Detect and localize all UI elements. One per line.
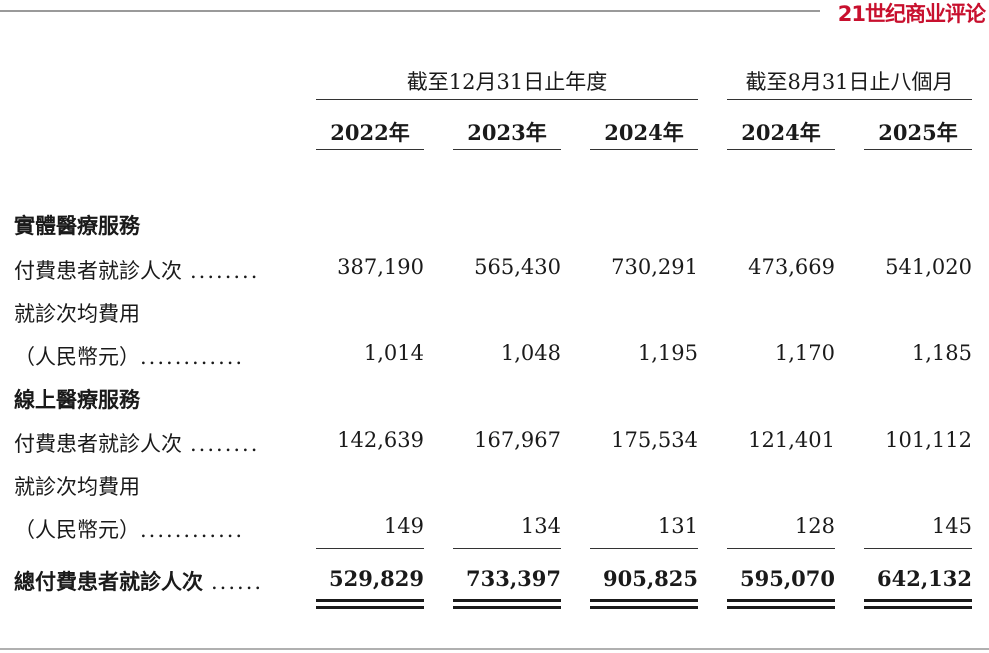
total-double-rule <box>316 606 424 609</box>
row-label-online-visits: 付費患者就診人次........ <box>14 428 259 458</box>
total-double-rule <box>453 606 561 609</box>
cell-offline-visits-2022: 387,190 <box>337 255 424 279</box>
leader-dots: ........ <box>190 432 260 456</box>
subtotal-rule <box>316 548 424 549</box>
cell-offline-avg-2023: 1,048 <box>500 341 561 365</box>
total-double-rule <box>590 599 698 602</box>
cell-total-2024-8m: 595,070 <box>740 566 835 591</box>
cell-total-2022: 529,829 <box>329 566 424 591</box>
row-label-online-avg-fee: 就診次均費用 <box>14 475 140 499</box>
row-label-text: （人民幣元） <box>14 345 140 369</box>
year-header-rule <box>864 149 972 150</box>
cell-offline-avg-2022: 1,014 <box>363 341 424 365</box>
row-label-text: 付費患者就診人次 <box>14 432 182 456</box>
row-label-text: （人民幣元） <box>14 518 140 542</box>
group-header-eight-months: 截至8月31日止八個月 <box>745 70 954 94</box>
total-double-rule <box>727 606 835 609</box>
year-header-rule <box>453 149 561 150</box>
year-header-2022: 2022年 <box>330 120 410 145</box>
year-header-2024: 2024年 <box>604 120 684 145</box>
row-label-text: 總付費患者就診人次 <box>14 569 203 594</box>
leader-dots: ............ <box>140 345 245 369</box>
brand-logo: 21世纪商业评论 <box>837 2 986 26</box>
bottom-rule <box>0 648 989 650</box>
subtotal-rule <box>590 548 698 549</box>
year-header-2025: 2025年 <box>878 120 958 145</box>
total-double-rule <box>453 599 561 602</box>
cell-online-visits-2024-8m: 121,401 <box>748 428 835 452</box>
year-header-2024-eight-months: 2024年 <box>741 120 821 145</box>
total-double-rule <box>727 599 835 602</box>
cell-online-visits-2022: 142,639 <box>337 428 424 452</box>
total-double-rule <box>864 606 972 609</box>
cell-online-visits-2025-8m: 101,112 <box>885 428 972 452</box>
cell-offline-visits-2023: 565,430 <box>474 255 561 279</box>
leader-dots: ........ <box>190 259 260 283</box>
cell-offline-avg-2024: 1,195 <box>637 341 698 365</box>
section-online-medical: 線上醫療服務 <box>14 387 140 412</box>
total-double-rule <box>590 606 698 609</box>
cell-online-visits-2023: 167,967 <box>474 428 561 452</box>
group-header-years-rule <box>316 99 698 100</box>
subtotal-rule <box>453 548 561 549</box>
year-header-2023: 2023年 <box>467 120 547 145</box>
subtotal-rule <box>864 548 972 549</box>
cell-online-avg-2025-8m: 145 <box>931 514 972 538</box>
year-header-rule <box>727 149 835 150</box>
top-rule <box>0 10 820 12</box>
total-double-rule <box>864 599 972 602</box>
cell-offline-visits-2024: 730,291 <box>611 255 698 279</box>
total-double-rule <box>316 599 424 602</box>
row-label-text: 付費患者就診人次 <box>14 259 182 283</box>
row-label-offline-visits: 付費患者就診人次........ <box>14 255 259 285</box>
year-header-rule <box>316 149 424 150</box>
cell-online-avg-2024: 131 <box>657 514 698 538</box>
year-header-rule <box>590 149 698 150</box>
cell-offline-visits-2025-8m: 541,020 <box>885 255 972 279</box>
cell-offline-avg-2024-8m: 1,170 <box>774 341 835 365</box>
cell-online-visits-2024: 175,534 <box>611 428 698 452</box>
row-label-online-avg-unit: （人民幣元）............ <box>14 514 244 544</box>
cell-total-2023: 733,397 <box>466 566 561 591</box>
cell-total-2025-8m: 642,132 <box>877 566 972 591</box>
section-offline-medical: 實體醫療服務 <box>14 213 140 238</box>
cell-total-2024: 905,825 <box>603 566 698 591</box>
subtotal-rule <box>727 548 835 549</box>
cell-online-avg-2024-8m: 128 <box>794 514 835 538</box>
row-label-offline-avg-fee: 就診次均費用 <box>14 302 140 326</box>
leader-dots: ............ <box>140 518 245 542</box>
cell-offline-avg-2025-8m: 1,185 <box>911 341 972 365</box>
row-label-total-visits: 總付費患者就診人次...... <box>14 566 263 596</box>
cell-online-avg-2022: 149 <box>383 514 424 538</box>
row-label-offline-avg-unit: （人民幣元）............ <box>14 341 244 371</box>
leader-dots: ...... <box>211 570 264 594</box>
group-header-years: 截至12月31日止年度 <box>406 70 608 94</box>
group-header-eight-months-rule <box>727 99 972 100</box>
cell-offline-visits-2024-8m: 473,669 <box>748 255 835 279</box>
cell-online-avg-2023: 134 <box>520 514 561 538</box>
